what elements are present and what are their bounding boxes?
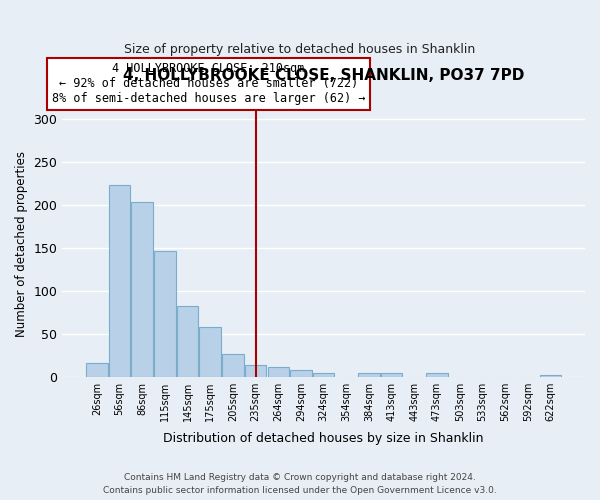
Y-axis label: Number of detached properties: Number of detached properties <box>15 150 28 336</box>
Bar <box>381 373 403 376</box>
Bar <box>86 363 107 376</box>
Bar <box>358 373 380 376</box>
Bar <box>290 370 312 376</box>
Bar <box>222 354 244 376</box>
Bar <box>177 306 199 376</box>
Bar <box>109 186 130 376</box>
Bar <box>313 373 334 376</box>
Text: 4 HOLLYBROOKE CLOSE: 210sqm
← 92% of detached houses are smaller (722)
8% of sem: 4 HOLLYBROOKE CLOSE: 210sqm ← 92% of det… <box>52 62 365 106</box>
X-axis label: Distribution of detached houses by size in Shanklin: Distribution of detached houses by size … <box>163 432 484 445</box>
Text: Size of property relative to detached houses in Shanklin: Size of property relative to detached ho… <box>124 42 476 56</box>
Bar <box>245 364 266 376</box>
Bar <box>268 367 289 376</box>
Title: 4, HOLLYBROOKE CLOSE, SHANKLIN, PO37 7PD: 4, HOLLYBROOKE CLOSE, SHANKLIN, PO37 7PD <box>123 68 524 83</box>
Bar <box>539 375 561 376</box>
Text: Contains HM Land Registry data © Crown copyright and database right 2024.
Contai: Contains HM Land Registry data © Crown c… <box>103 473 497 495</box>
Bar <box>426 373 448 376</box>
Bar <box>131 202 153 376</box>
Bar <box>199 327 221 376</box>
Bar <box>154 252 176 376</box>
